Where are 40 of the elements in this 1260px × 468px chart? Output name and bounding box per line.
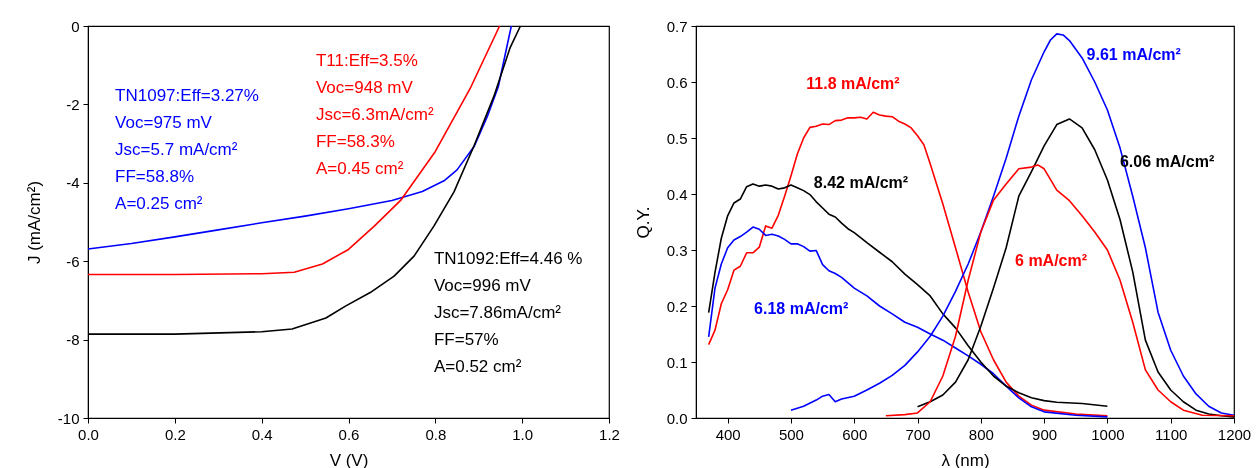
y-tick-label: 0.4 <box>666 185 688 203</box>
y-tick-label: 0.6 <box>666 73 688 91</box>
x-tick-label: 700 <box>905 425 931 443</box>
y-tick-label: 0.1 <box>666 353 688 371</box>
x-tick-label: 500 <box>778 425 804 443</box>
x-tick-label: 0.0 <box>78 425 99 443</box>
annotation: 9.61 mA/cm² <box>1086 46 1181 64</box>
x-tick-label: 0.6 <box>338 425 360 443</box>
y-axis-title: J (mA/cm²) <box>24 180 44 265</box>
y-tick-label: 0.0 <box>666 409 688 427</box>
annotation: 11.8 mA/cm² <box>806 75 900 93</box>
annotation: TN1092:Eff=4.46 % Voc=996 mV Jsc=7.86mA/cm² FF=57% A=0.52 cm² <box>433 249 583 377</box>
y-tick-label: -8 <box>66 331 80 349</box>
y-tick-label: 0.3 <box>666 241 688 259</box>
y-tick-label: -6 <box>66 252 80 270</box>
x-tick-label: 900 <box>1032 425 1058 443</box>
y-tick-label: -4 <box>66 174 80 192</box>
x-tick-label: 0.8 <box>425 425 447 443</box>
x-tick-label: 0.4 <box>251 425 273 443</box>
y-tick-label: 0 <box>71 17 80 35</box>
x-tick-label: 600 <box>842 425 868 443</box>
annotation: T11:Eff=3.5% Voc=948 mV Jsc=6.3mA/cm² FF=58.3% A=0.45 cm² <box>315 51 434 179</box>
x-tick-label: 1.0 <box>512 425 534 443</box>
y-tick-label: 0.5 <box>666 129 688 147</box>
annotation: 6.18 mA/cm² <box>754 299 849 317</box>
x-tick-label: 0.2 <box>164 425 186 443</box>
y-axis-title: Q.Y. <box>633 206 653 239</box>
y-tick-label: -10 <box>57 409 80 427</box>
x-tick-label: 1200 <box>1217 425 1252 443</box>
x-tick-label: 1100 <box>1155 425 1188 443</box>
x-tick-label: 1000 <box>1091 425 1125 443</box>
annotation: TN1097:Eff=3.27% Voc=975 mV Jsc=5.7 mA/cm² FF=58.8% A=0.25 cm² <box>115 86 259 214</box>
y-tick-label: 0.2 <box>666 297 688 315</box>
x-tick-label: 400 <box>715 425 741 443</box>
y-tick-label: -2 <box>66 95 80 113</box>
annotation: 6 mA/cm² <box>1015 251 1088 269</box>
y-tick-label: 0.7 <box>666 17 688 35</box>
x-tick-label: 1.2 <box>599 425 620 443</box>
annotation: 8.42 mA/cm² <box>813 173 909 191</box>
x-tick-label: 800 <box>968 425 994 443</box>
